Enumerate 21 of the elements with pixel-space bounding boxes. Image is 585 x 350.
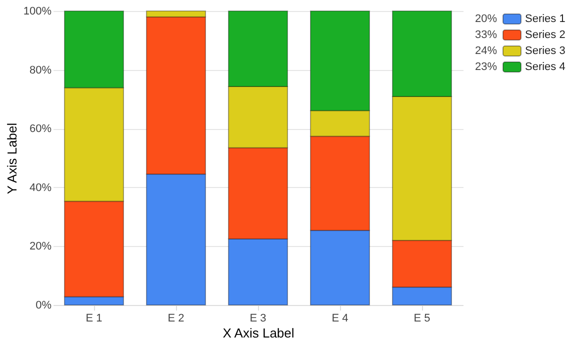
y-tick-label: 20% [29, 240, 52, 253]
legend-label: Series 3 [525, 45, 566, 57]
y-tick-label: 60% [29, 123, 52, 136]
x-axis-title: X Axis Label [222, 326, 294, 340]
legend-label: Series 1 [525, 13, 566, 25]
y-tick-label: 0% [36, 300, 52, 312]
text: 33% [475, 29, 498, 41]
y-tick-label: 80% [29, 64, 52, 76]
legend-label: Series 4 [525, 61, 566, 73]
y-tick-label: 40% [29, 182, 52, 194]
x-tick-label: E 4 [332, 312, 348, 324]
text: 24% [475, 45, 498, 57]
x-tick-label: E 2 [168, 312, 184, 324]
legend-label: Series 2 [525, 29, 566, 41]
x-tick-label: E 3 [250, 312, 266, 324]
y-axis-title: Y Axis Label [4, 122, 20, 194]
y-tick-label: 100% [23, 6, 52, 18]
text: 23% [475, 61, 498, 73]
x-tick-label: E 1 [86, 312, 102, 324]
x-tick-label: E 5 [414, 312, 430, 324]
text: 20% [475, 13, 498, 25]
